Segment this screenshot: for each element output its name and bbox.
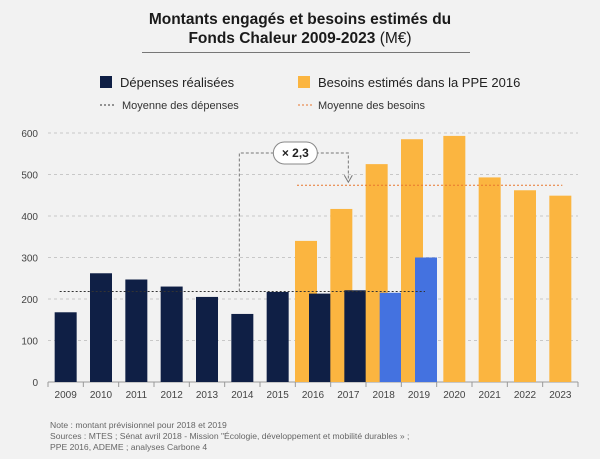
chart-title-line2: Fonds Chaleur 2009-2023 (M€)	[0, 29, 600, 48]
bar-depenses	[266, 291, 289, 382]
x-tick-label: 2022	[514, 390, 537, 401]
x-tick-label: 2009	[55, 390, 78, 401]
bar-depenses	[344, 290, 367, 382]
y-tick-label: 600	[21, 129, 38, 140]
legend-label-depenses: Dépenses réalisées	[120, 75, 235, 90]
bar-depenses	[196, 296, 218, 382]
chart-title-line1: Montants engagés et besoins estimés du	[148, 11, 452, 28]
x-tick-label: 2014	[231, 390, 254, 401]
x-tick-label: 2010	[90, 390, 113, 401]
bar-depenses	[231, 313, 254, 382]
x-tick-label: 2018	[373, 390, 396, 401]
chart-notes: Note : montant prévisionnel pour 2018 et…	[50, 420, 590, 453]
x-tick-label: 2019	[408, 390, 431, 401]
legend-swatch-besoins	[298, 76, 310, 88]
chart: Dépenses réalisées Besoins estimés dans l…	[21, 75, 579, 401]
bar-besoins	[549, 195, 572, 382]
bar-besoins	[478, 177, 501, 382]
bar-besoins	[514, 190, 536, 382]
legend-label-moy-besoins: Moyenne des besoins	[318, 100, 426, 112]
bar-depenses	[54, 312, 77, 382]
x-tick-label: 2017	[337, 390, 360, 401]
bar-depenses	[160, 286, 183, 382]
x-tick-label: 2016	[302, 390, 325, 401]
bar-depenses	[415, 257, 437, 382]
y-tick-label: 300	[21, 254, 38, 265]
chart-title-unit: (M€)	[379, 30, 412, 47]
bar-depenses	[379, 292, 402, 382]
source-line-2: PPE 2016, ADEME ; analyses Carbone 4	[50, 442, 208, 452]
y-tick-label: 400	[21, 212, 38, 223]
y-tick-label: 100	[21, 337, 38, 348]
chart-title: Montants engagés et besoins estimés du F…	[0, 10, 600, 48]
bar-depenses	[309, 293, 331, 382]
x-tick-label: 2011	[126, 390, 148, 401]
x-tick-label: 2015	[267, 390, 290, 401]
annotation-arrowhead	[343, 175, 353, 184]
legend-swatch-depenses	[100, 76, 112, 88]
annotation-label: × 2,3	[282, 146, 309, 160]
x-tick-label: 2012	[161, 390, 184, 401]
annotation-bracket	[238, 152, 349, 292]
annotation-badge	[272, 141, 318, 165]
note-line: Note : montant prévisionnel pour 2018 et…	[50, 420, 227, 430]
bar-depenses	[90, 273, 112, 382]
legend-label-moy-depenses: Moyenne des dépenses	[122, 100, 239, 112]
legend-label-besoins: Besoins estimés dans la PPE 2016	[318, 75, 520, 90]
source-line: Sources : MTES ; Sénat avril 2018 - Miss…	[50, 431, 410, 441]
chart-title-text: Fonds Chaleur 2009-2023	[188, 30, 376, 47]
y-tick-label: 200	[21, 295, 38, 306]
bar-besoins	[443, 135, 466, 382]
x-tick-label: 2023	[549, 390, 572, 401]
y-tick-label: 0	[32, 378, 38, 389]
y-tick-label: 500	[21, 171, 38, 182]
x-tick-label: 2021	[479, 390, 502, 401]
bar-depenses	[125, 279, 148, 382]
x-tick-label: 2020	[443, 390, 466, 401]
title-rule	[142, 52, 470, 53]
x-tick-label: 2013	[196, 390, 219, 401]
